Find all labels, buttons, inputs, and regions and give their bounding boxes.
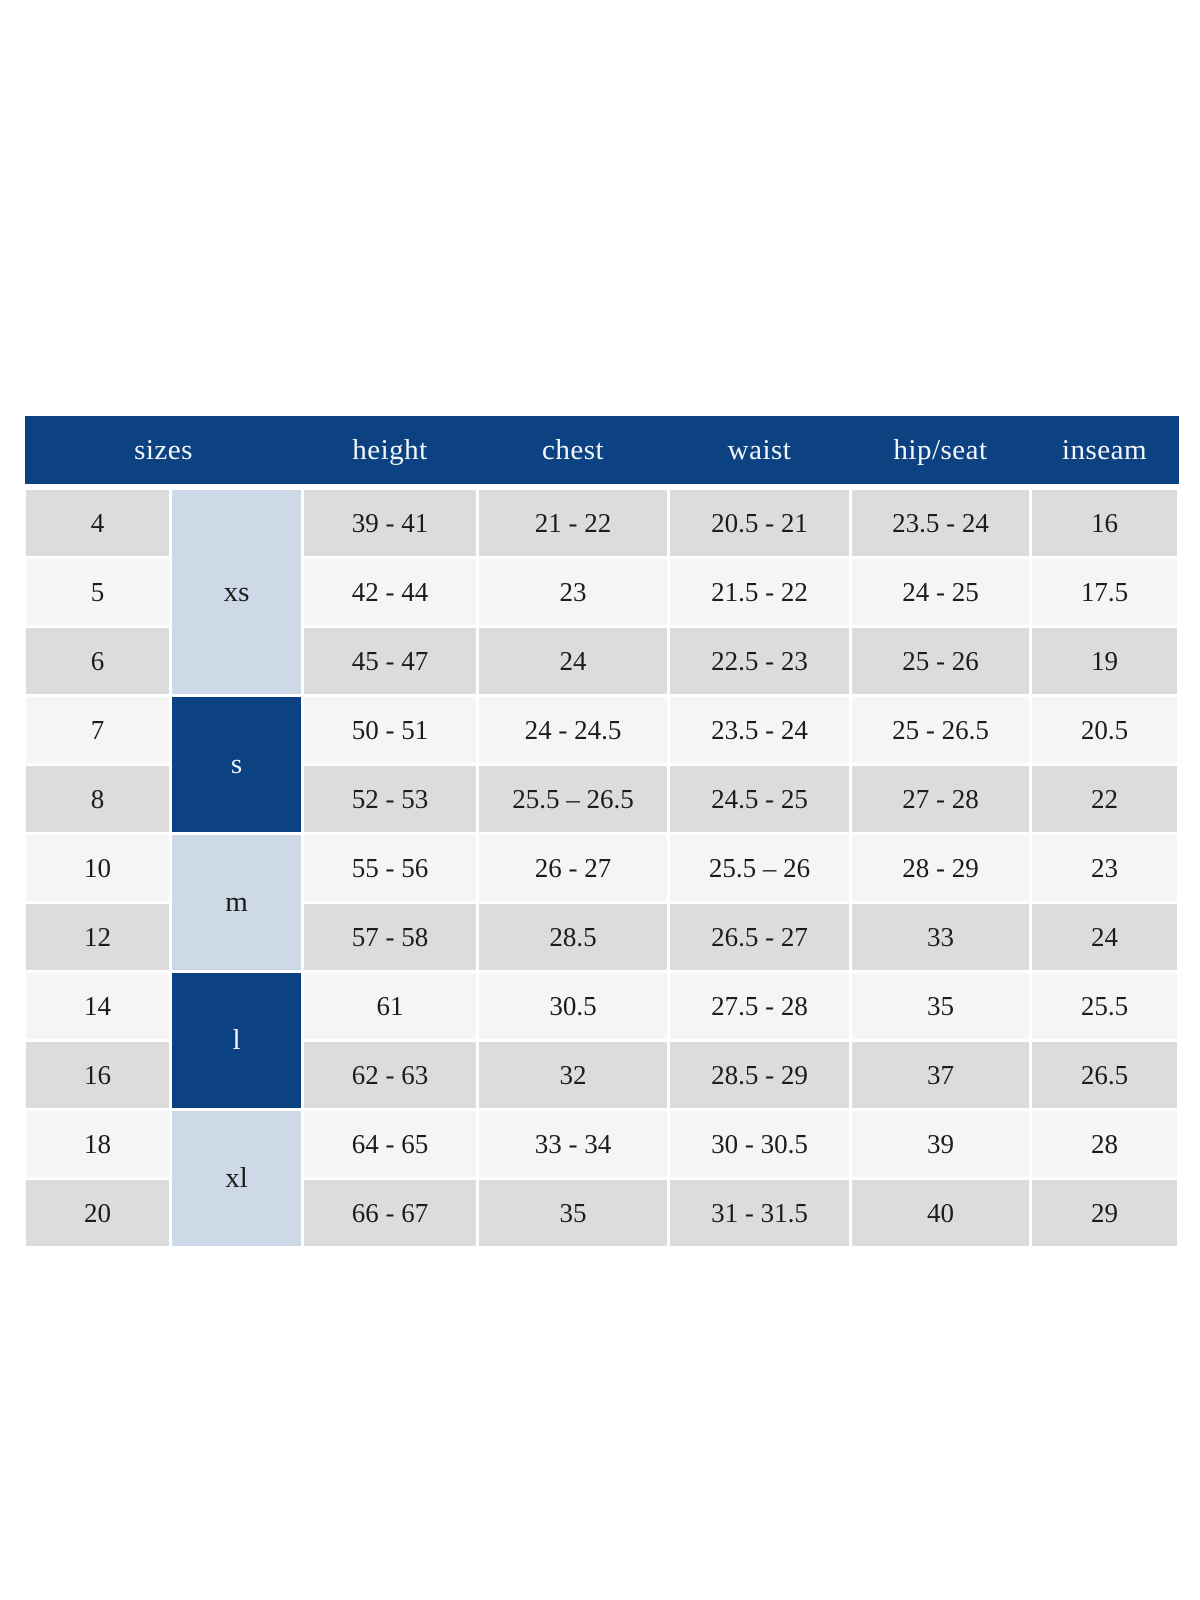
cell-waist: 24.5 - 25: [667, 763, 852, 835]
cell-waist: 21.5 - 22: [667, 556, 852, 628]
cell-inseam: 23: [1029, 832, 1180, 904]
cell-inseam: 26.5: [1029, 1039, 1180, 1111]
table-row: 5 42 - 44 23 21.5 - 22 24 - 25 17.5: [23, 556, 1180, 628]
cell-waist: 20.5 - 21: [667, 485, 852, 559]
cell-hip-seat: 24 - 25: [849, 556, 1032, 628]
cell-height: 52 - 53: [301, 763, 479, 835]
cell-height: 45 - 47: [301, 625, 479, 697]
size-chart-table: sizes height chest waist hip/seat inseam…: [23, 416, 1180, 1249]
cell-hip-seat: 28 - 29: [849, 832, 1032, 904]
cell-height: 50 - 51: [301, 694, 479, 766]
cell-size: 20: [23, 1177, 172, 1249]
table-row: 10 m 55 - 56 26 - 27 25.5 – 26 28 - 29 2…: [23, 832, 1180, 973]
cell-hip-seat: 39: [849, 1108, 1032, 1180]
cell-size: 8: [23, 763, 172, 835]
table-row: 16 62 - 63 32 28.5 - 29 37 26.5: [23, 1039, 1180, 1111]
cell-size: 18: [23, 1108, 172, 1180]
col-header-chest: chest: [477, 416, 669, 490]
cell-height: 39 - 41: [301, 485, 479, 559]
cell-hip-seat: 37: [849, 1039, 1032, 1111]
cell-chest: 23: [476, 556, 670, 628]
cell-size: 14: [23, 970, 172, 1042]
cell-hip-seat: 33: [849, 901, 1032, 973]
table-row: 14 l 61 30.5 27.5 - 28 35 25.5: [23, 970, 1180, 1111]
cell-chest: 32: [476, 1039, 670, 1111]
cell-hip-seat: 35: [849, 970, 1032, 1042]
cell-size: 12: [23, 901, 172, 973]
cell-chest: 28.5: [476, 901, 670, 973]
table-row: 6 45 - 47 24 22.5 - 23 25 - 26 19: [23, 625, 1180, 697]
cell-inseam: 16: [1029, 485, 1180, 559]
cell-hip-seat: 40: [849, 1177, 1032, 1249]
cell-size: 5: [23, 556, 172, 628]
cell-size: 10: [23, 832, 172, 904]
cell-chest: 35: [476, 1177, 670, 1249]
cell-chest: 26 - 27: [476, 832, 670, 904]
cell-inseam: 25.5: [1029, 970, 1180, 1042]
cell-height: 64 - 65: [301, 1108, 479, 1180]
cell-height: 55 - 56: [301, 832, 479, 904]
cell-inseam: 19: [1029, 625, 1180, 697]
table-row: 18 xl 64 - 65 33 - 34 30 - 30.5 39 28: [23, 1108, 1180, 1249]
cell-height: 61: [301, 970, 479, 1042]
col-header-height: height: [302, 416, 478, 490]
cell-height: 66 - 67: [301, 1177, 479, 1249]
size-group-xl: xl: [169, 1108, 304, 1249]
cell-inseam: 17.5: [1029, 556, 1180, 628]
cell-size: 16: [23, 1039, 172, 1111]
col-header-waist: waist: [668, 416, 851, 490]
table-row: 12 57 - 58 28.5 26.5 - 27 33 24: [23, 901, 1180, 973]
table-row: 20 66 - 67 35 31 - 31.5 40 29: [23, 1177, 1180, 1249]
cell-chest: 30.5: [476, 970, 670, 1042]
cell-height: 62 - 63: [301, 1039, 479, 1111]
cell-inseam: 24: [1029, 901, 1180, 973]
cell-waist: 22.5 - 23: [667, 625, 852, 697]
cell-inseam: 20.5: [1029, 694, 1180, 766]
size-group-xs: xs: [169, 485, 304, 697]
cell-waist: 27.5 - 28: [667, 970, 852, 1042]
size-group-m: m: [169, 832, 304, 973]
cell-waist: 26.5 - 27: [667, 901, 852, 973]
cell-chest: 24 - 24.5: [476, 694, 670, 766]
cell-hip-seat: 25 - 26.5: [849, 694, 1032, 766]
col-header-inseam: inseam: [1030, 416, 1179, 490]
col-header-hip-seat: hip/seat: [850, 416, 1031, 490]
cell-inseam: 28: [1029, 1108, 1180, 1180]
cell-height: 57 - 58: [301, 901, 479, 973]
cell-waist: 30 - 30.5: [667, 1108, 852, 1180]
header-row: sizes height chest waist hip/seat inseam: [24, 416, 1179, 490]
cell-chest: 33 - 34: [476, 1108, 670, 1180]
cell-hip-seat: 23.5 - 24: [849, 485, 1032, 559]
cell-height: 42 - 44: [301, 556, 479, 628]
cell-chest: 21 - 22: [476, 485, 670, 559]
cell-hip-seat: 27 - 28: [849, 763, 1032, 835]
size-group-s: s: [169, 694, 304, 835]
cell-size: 7: [23, 694, 172, 766]
cell-waist: 31 - 31.5: [667, 1177, 852, 1249]
table-row: 4 xs 39 - 41 21 - 22 20.5 - 21 23.5 - 24…: [23, 485, 1180, 697]
table-row: 8 52 - 53 25.5 – 26.5 24.5 - 25 27 - 28 …: [23, 763, 1180, 835]
cell-hip-seat: 25 - 26: [849, 625, 1032, 697]
cell-size: 4: [23, 485, 172, 559]
cell-inseam: 22: [1029, 763, 1180, 835]
cell-chest: 24: [476, 625, 670, 697]
cell-chest: 25.5 – 26.5: [476, 763, 670, 835]
size-group-l: l: [169, 970, 304, 1111]
cell-waist: 28.5 - 29: [667, 1039, 852, 1111]
cell-waist: 25.5 – 26: [667, 832, 852, 904]
col-header-sizes: sizes: [24, 416, 303, 490]
cell-size: 6: [23, 625, 172, 697]
table-row: 7 s 50 - 51 24 - 24.5 23.5 - 24 25 - 26.…: [23, 694, 1180, 835]
cell-inseam: 29: [1029, 1177, 1180, 1249]
cell-waist: 23.5 - 24: [667, 694, 852, 766]
size-chart: sizes height chest waist hip/seat inseam…: [23, 416, 1180, 1249]
